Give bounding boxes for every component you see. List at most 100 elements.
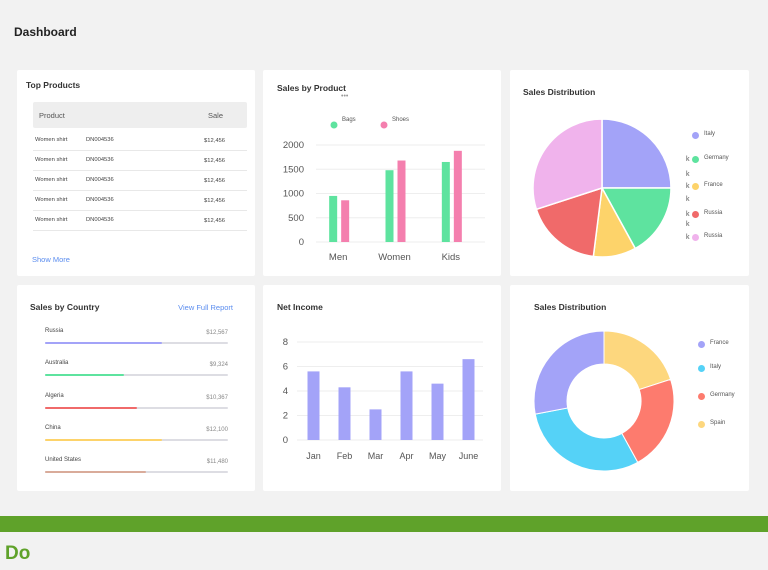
y-tick-label: 6 bbox=[283, 362, 288, 373]
stray-mark: k bbox=[686, 156, 690, 163]
bar-shoes[interactable] bbox=[341, 200, 350, 242]
y-tick-label: 500 bbox=[288, 213, 304, 224]
page-title: Dashboard bbox=[14, 25, 77, 39]
sales-distribution-donut-title: Sales Distribution bbox=[534, 302, 607, 312]
sales-by-product-card: Sales by Product ••• 0 500 1000 1500 2000 Men… bbox=[263, 70, 501, 276]
sales-distribution-pie-card: Sales Distribution Italy Germany France Rus… bbox=[510, 70, 749, 276]
x-tick-label: Men bbox=[329, 252, 347, 263]
product-sale: $12,456 bbox=[204, 198, 225, 204]
country-progress-track bbox=[45, 342, 228, 344]
y-tick-label: 1500 bbox=[283, 164, 304, 175]
legend-dot bbox=[330, 121, 338, 129]
bar-bags[interactable] bbox=[329, 195, 338, 242]
sales-by-country-title: Sales by Country bbox=[30, 302, 100, 312]
x-tick-label: Jan bbox=[306, 451, 321, 461]
legend-dot bbox=[692, 183, 699, 190]
net-income-card: Net Income 0 2 4 6 8 Jan Feb Mar Apr May June bbox=[263, 285, 501, 491]
bar-shoes[interactable] bbox=[397, 160, 406, 242]
x-tick-label: Mar bbox=[368, 451, 384, 461]
sales-distribution-title: Sales Distribution bbox=[523, 87, 596, 97]
legend-label: Italy bbox=[710, 364, 722, 370]
donut-slice[interactable] bbox=[603, 330, 672, 391]
country-progress-track bbox=[45, 407, 228, 409]
column-header-sale: Sale bbox=[207, 111, 223, 120]
pie-slice[interactable] bbox=[601, 118, 672, 189]
stray-mark: k bbox=[686, 211, 690, 218]
country-name: China bbox=[45, 425, 61, 431]
legend-label: Spain bbox=[710, 420, 726, 426]
show-more-link[interactable]: Show More bbox=[32, 255, 70, 264]
bar-bags[interactable] bbox=[441, 161, 450, 242]
income-bar[interactable] bbox=[462, 359, 475, 440]
legend-dot bbox=[698, 421, 705, 428]
country-value: $11,480 bbox=[206, 459, 228, 465]
income-bar[interactable] bbox=[338, 387, 351, 440]
income-bar[interactable] bbox=[400, 371, 413, 440]
country-progress-fill bbox=[45, 471, 146, 473]
donut-slice[interactable] bbox=[534, 407, 639, 472]
green-band bbox=[0, 516, 768, 532]
country-progress-fill bbox=[45, 374, 124, 376]
y-tick-label: 2000 bbox=[283, 140, 304, 151]
pie-slice[interactable] bbox=[532, 118, 603, 211]
legend-dot bbox=[692, 156, 699, 163]
x-tick-label: June bbox=[459, 451, 479, 461]
country-row: China $12,100 bbox=[45, 425, 228, 447]
country-name: United States bbox=[45, 457, 82, 463]
legend-label: Bags bbox=[342, 117, 356, 123]
legend-label: Germany bbox=[704, 155, 729, 161]
y-tick-label: 1000 bbox=[283, 189, 304, 200]
x-tick-label: Apr bbox=[399, 451, 413, 461]
legend-label: Russia bbox=[704, 233, 723, 239]
legend-label: France bbox=[710, 340, 729, 346]
net-income-title: Net Income bbox=[277, 302, 323, 312]
stray-mark: k bbox=[686, 196, 690, 203]
country-progress-track bbox=[45, 439, 228, 441]
table-row[interactable]: Women shirt DN004536 $12,456 bbox=[33, 211, 247, 231]
product-sale: $12,456 bbox=[204, 138, 225, 144]
pie-slice[interactable] bbox=[535, 186, 603, 258]
country-value: $9,324 bbox=[209, 362, 228, 368]
country-progress-fill bbox=[45, 407, 137, 409]
table-row[interactable]: Women shirt DN004536 $12,456 bbox=[33, 191, 247, 211]
legend-dot bbox=[692, 211, 699, 218]
pie-slice[interactable] bbox=[600, 187, 672, 250]
more-icon[interactable]: ••• bbox=[341, 93, 349, 100]
bar-shoes[interactable] bbox=[453, 150, 462, 242]
legend-label: Italy bbox=[704, 131, 716, 137]
view-full-report-link[interactable]: View Full Report bbox=[178, 303, 233, 312]
table-row[interactable]: Women shirt DN004536 $12,456 bbox=[33, 131, 247, 151]
stray-mark: k bbox=[686, 171, 690, 178]
top-products-card: Top Products Product Sale Women shirt DN0… bbox=[17, 70, 255, 276]
donut-slice[interactable] bbox=[533, 330, 605, 415]
y-tick-label: 2 bbox=[283, 411, 288, 422]
legend-dot bbox=[698, 341, 705, 348]
product-name: Women shirt bbox=[35, 177, 68, 183]
x-tick-label: May bbox=[429, 451, 447, 461]
country-row: United States $11,480 bbox=[45, 457, 228, 479]
product-name: Women shirt bbox=[35, 157, 68, 163]
country-progress-track bbox=[45, 471, 228, 473]
product-sale: $12,456 bbox=[204, 218, 225, 224]
income-bar[interactable] bbox=[431, 383, 444, 440]
sales-by-product-title: Sales by Product bbox=[277, 83, 346, 93]
stray-mark: k bbox=[686, 183, 690, 190]
x-tick-label: Feb bbox=[337, 451, 353, 461]
legend-dot bbox=[692, 234, 699, 241]
income-bar[interactable] bbox=[307, 371, 320, 440]
sales-by-country-card: Sales by Country View Full Report Russia… bbox=[17, 285, 255, 491]
bar-bags[interactable] bbox=[385, 170, 394, 242]
sales-by-product-chart: 0 500 1000 1500 2000 Men Women Kids Bags Shoes bbox=[283, 117, 485, 263]
country-progress-fill bbox=[45, 342, 163, 344]
table-row[interactable]: Women shirt DN004536 $12,456 bbox=[33, 151, 247, 171]
net-income-chart: 0 2 4 6 8 Jan Feb Mar Apr May June bbox=[283, 337, 483, 461]
y-tick-label: 0 bbox=[299, 237, 304, 248]
income-bar[interactable] bbox=[369, 409, 382, 440]
product-name: Women shirt bbox=[35, 197, 68, 203]
product-code: DN004536 bbox=[86, 157, 114, 163]
stray-mark: k bbox=[686, 221, 690, 228]
legend-dot bbox=[692, 132, 699, 139]
sales-distribution-pie-chart bbox=[532, 118, 672, 258]
table-row[interactable]: Women shirt DN004536 $12,456 bbox=[33, 171, 247, 191]
stray-mark: k bbox=[686, 234, 690, 241]
